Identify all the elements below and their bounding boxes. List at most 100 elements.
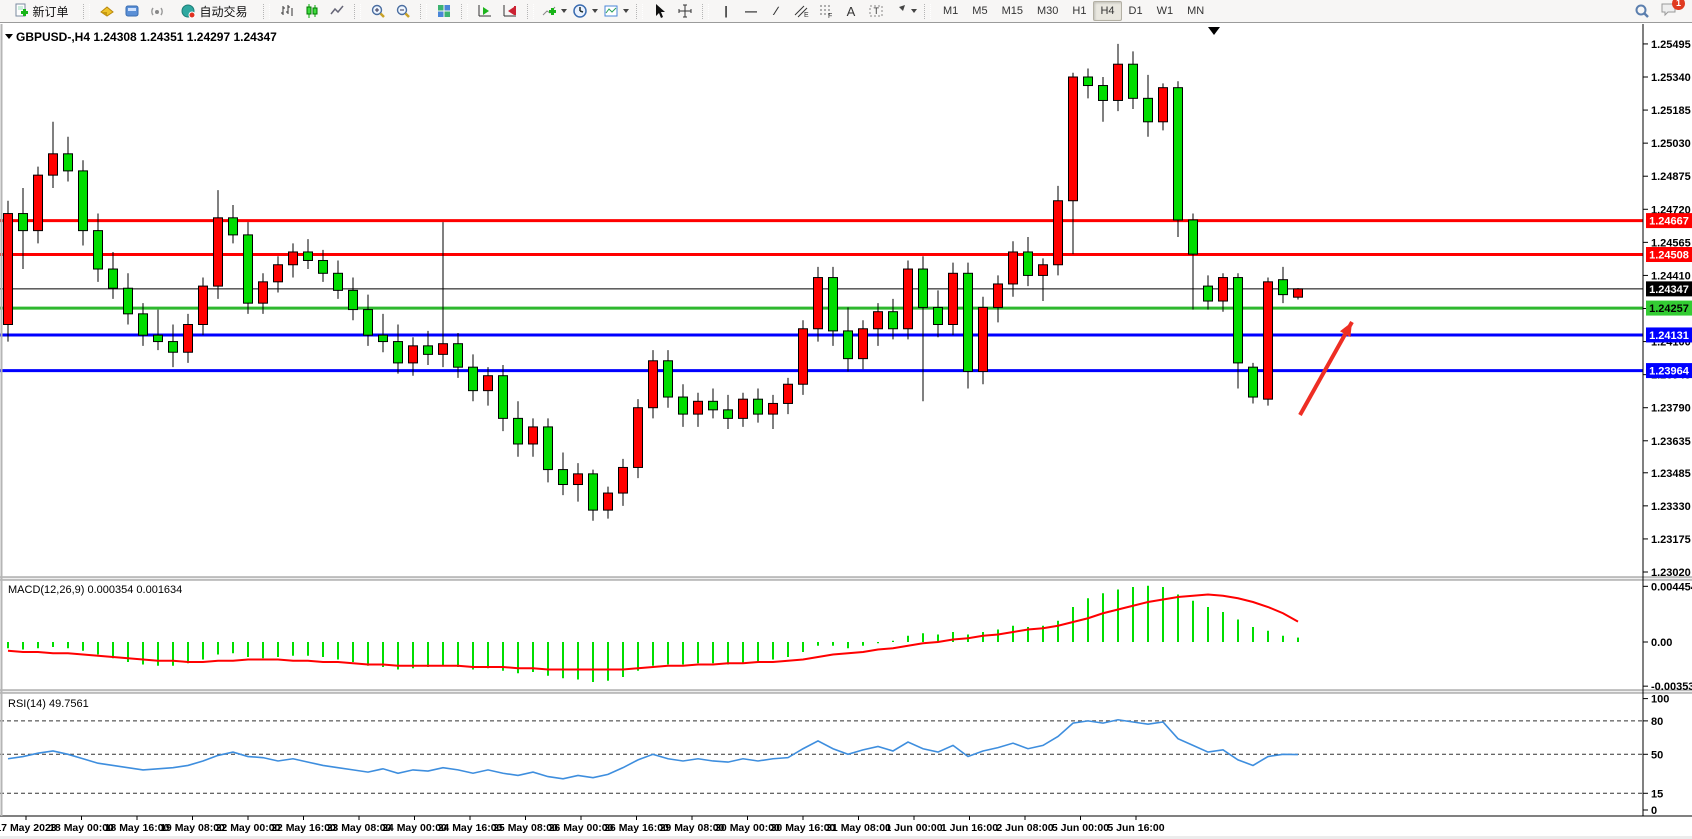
channel-button[interactable]: E [789,2,813,21]
chart-shift-button[interactable] [498,2,522,21]
timeframe-h4[interactable]: H4 [1093,1,1122,21]
periods-button[interactable] [570,2,600,21]
auto-scroll-icon [478,5,491,17]
price-box-1.24667 [1646,213,1692,229]
timeframe-w1[interactable]: W1 [1156,5,1174,17]
trendline-icon: ∕ [774,4,777,18]
price-tick-label: 1.24565 [1651,237,1691,249]
price-tick-label: 1.23485 [1651,468,1691,480]
price-box-1.23964 [1646,363,1692,379]
signals-icon [151,7,163,16]
cursor-button[interactable] [648,2,672,21]
tile-windows-icon [438,5,450,17]
macd-indicator [7,585,1299,682]
line-chart-button[interactable] [325,2,349,21]
scroll-to-end-marker[interactable] [1208,27,1220,35]
chat-button[interactable]: 1 [1660,0,1685,22]
time-tick-label: 2 Jun 08:00 [996,822,1053,834]
time-tick-label: 17 May 2023 [0,822,57,834]
search-icon[interactable] [1634,3,1650,19]
templates-icon [604,5,618,17]
signals-button[interactable] [145,2,169,21]
chart-title-collapse-icon[interactable] [5,34,13,39]
timeframe-h1[interactable]: H1 [1072,5,1087,17]
toolbar-grip [263,3,270,19]
macd-tick-label: 0.00 [1651,637,1672,649]
rsi-tick-label: 15 [1651,788,1663,800]
price-pane[interactable] [0,24,1692,577]
price-tick-label: 1.25495 [1651,39,1691,51]
time-tick-label: 5 Jun 00:00 [1052,822,1109,834]
arrow-annotation[interactable] [1298,321,1354,416]
macd-label: MACD(12,26,9) 0.000354 0.001634 [8,584,182,596]
macd-tick-label: -0.003533 [1651,681,1692,693]
price-tick-label: 1.23790 [1651,403,1691,415]
time-tick-label: 25 May 08:00 [493,822,558,834]
fibonacci-button[interactable]: F [814,2,838,21]
macd-pane[interactable] [0,580,1692,690]
market-watch-button[interactable] [95,2,119,21]
time-tick-label: 31 May 08:00 [826,822,891,834]
trendline-button[interactable]: ∕ [764,2,788,21]
text-button[interactable]: A [839,2,863,21]
toolbar-grip [924,3,931,19]
timeframe-m1[interactable]: M1 [943,5,959,17]
toolbar-grip [636,3,643,19]
zoom-in-button[interactable] [366,2,390,21]
periods-icon [573,4,587,18]
timeframe-m15[interactable]: M15 [1001,5,1023,17]
pane-separator[interactable] [0,690,1692,693]
price-tick-label: 1.25030 [1651,138,1691,150]
price-box-1.24257 [1646,300,1692,316]
new-order-button[interactable]: 新订单 [4,2,78,21]
timeframe-m5[interactable]: M5 [972,5,988,17]
svg-text:F: F [828,13,832,19]
text-label-icon: T [869,5,883,17]
vertical-line-button[interactable]: | [714,2,738,21]
time-tick-label: 24 May 16:00 [438,822,503,834]
time-tick-label: 5 Jun 16:00 [1107,822,1164,834]
time-tick-label: 26 May 00:00 [549,822,614,834]
timeframe-mn[interactable]: MN [1187,5,1205,17]
auto-scroll-button[interactable] [473,2,497,21]
zoom-out-button[interactable] [391,2,415,21]
zoom-out-icon [396,4,410,18]
timeframe-d1[interactable]: D1 [1128,5,1143,17]
autotrading-button[interactable]: 自动交易 [170,2,258,21]
time-tick-label: 23 May 08:00 [327,822,392,834]
price-tick-label: 1.25340 [1651,72,1691,84]
timeframe-m30[interactable]: M30 [1036,5,1059,17]
macd-signal-line [7,593,1299,671]
data-window-button[interactable] [120,2,144,21]
text-label-button[interactable]: T [864,2,888,21]
horizontal-line-icon: — [745,4,757,18]
candlestick-chart-button[interactable] [300,2,324,21]
horizontal-line-button[interactable]: — [739,2,763,21]
time-tick-label: 29 May 08:00 [660,822,725,834]
tile-windows-button[interactable] [432,2,456,21]
rsi-tick-label: 50 [1651,749,1663,761]
toolbar-grip [420,3,427,19]
market-watch-icon [100,6,114,17]
pane-separator[interactable] [0,577,1692,580]
indicators-button[interactable] [539,2,569,21]
svg-text:T: T [874,6,880,16]
time-tick-label: 1 Jun 00:00 [885,822,942,834]
price-box-label: 1.23964 [1649,366,1690,378]
crosshair-button[interactable] [673,2,697,21]
toolbar-grip [354,3,361,19]
bar-chart-button[interactable] [275,2,299,21]
chart-area[interactable]: 1.254951.253401.251851.250301.248751.247… [0,23,1692,839]
new-order-label: 新订单 [32,4,69,19]
time-tick-label: 30 May 00:00 [715,822,780,834]
data-window-icon [125,5,139,17]
time-tick-label: 24 May 00:00 [382,822,447,834]
fibonacci-icon: F [820,5,832,19]
indicators-icon [542,6,556,16]
cursor-icon [656,4,665,18]
time-tick-label: 22 May 16:00 [271,822,336,834]
templates-button[interactable] [601,2,631,21]
arrows-tool-button[interactable] [889,2,919,21]
rsi-line [7,718,1299,780]
